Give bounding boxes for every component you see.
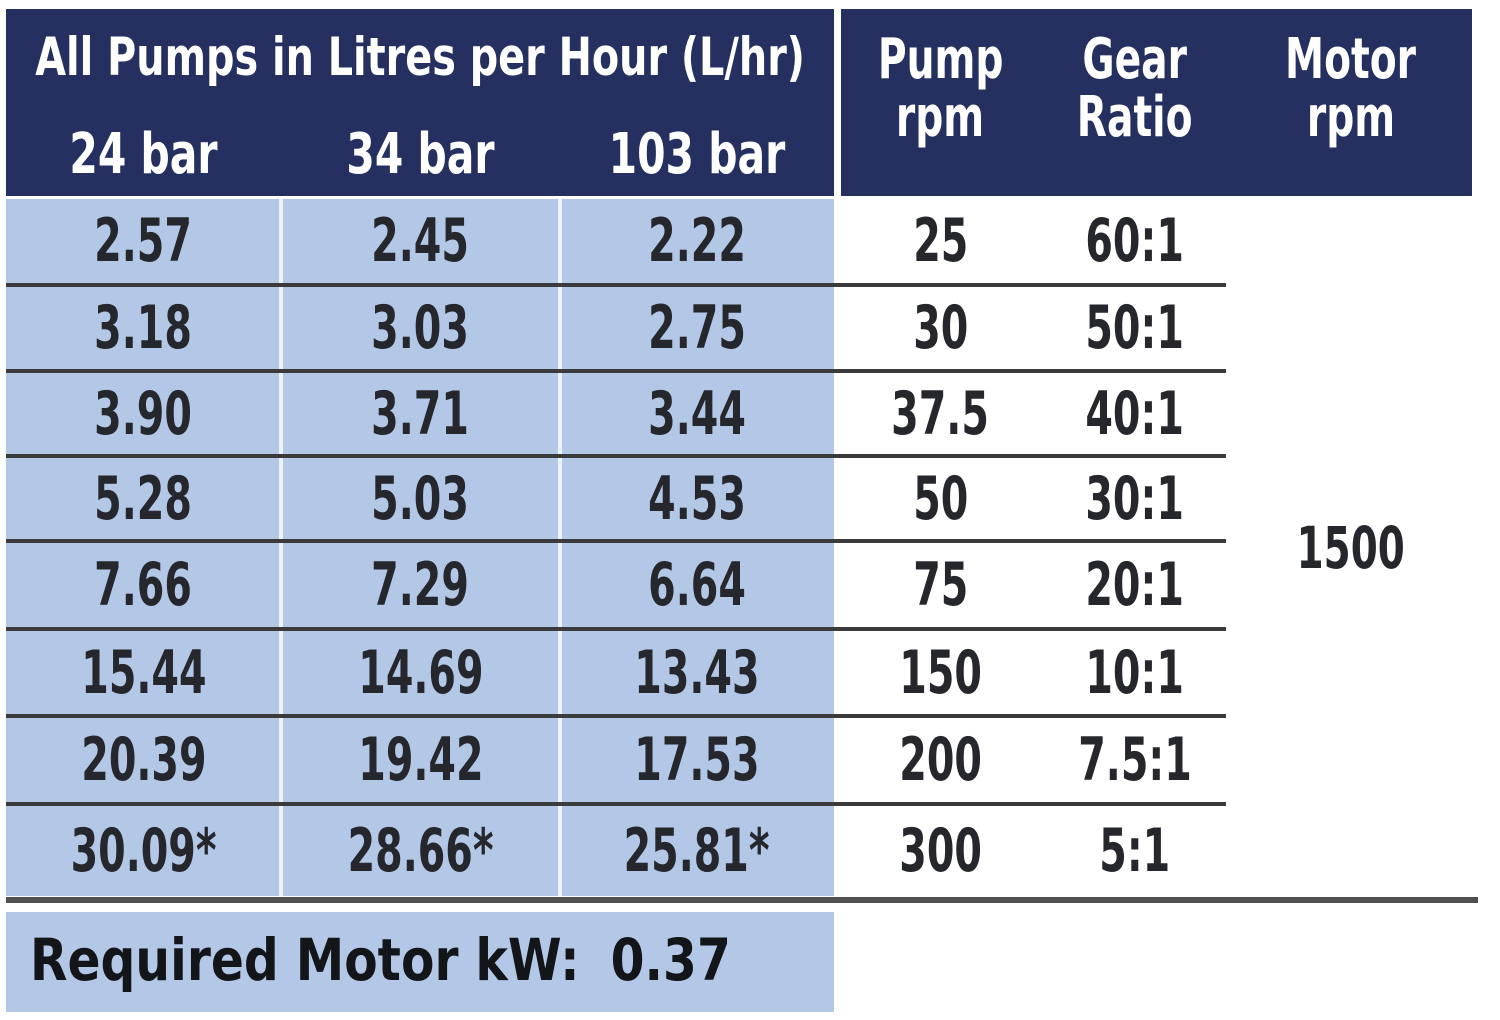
cell-flow-34bar: 28.66* xyxy=(347,816,494,886)
flow-header-title: All Pumps in Litres per Hour (L/hr) xyxy=(6,16,834,99)
cell-flow-24bar: 15.44 xyxy=(80,637,207,708)
cell-flow-103bar: 2.75 xyxy=(648,293,746,363)
cell-gear-ratio: 30:1 xyxy=(1085,463,1185,534)
cell-motor-rpm-merged: 1500 xyxy=(1296,513,1406,582)
column-header-gear-ratio-line2: Ratio xyxy=(1077,85,1193,150)
cell-flow-24bar: 3.90 xyxy=(94,378,193,449)
column-header-34bar: 34 bar xyxy=(346,121,495,187)
cell-flow-103bar: 3.44 xyxy=(648,378,746,449)
row-separator xyxy=(6,627,1226,631)
cell-flow-24bar: 5.28 xyxy=(94,463,193,534)
row-separator xyxy=(6,802,1226,806)
column-header-gear-ratio-line1: Gear xyxy=(1082,26,1188,92)
cell-flow-24bar: 7.66 xyxy=(94,550,193,620)
cell-flow-34bar: 19.42 xyxy=(357,725,484,795)
table-row-2: 3.18 3.03 2.75 30 50:1 xyxy=(0,287,1500,369)
cell-flow-34bar: 3.71 xyxy=(371,378,470,449)
cell-gear-ratio: 5:1 xyxy=(1099,816,1171,886)
table-row-4: 5.28 5.03 4.53 50 30:1 xyxy=(0,458,1500,539)
cell-flow-103bar: 17.53 xyxy=(634,725,760,795)
row-separator xyxy=(6,454,1226,458)
cell-flow-24bar: 3.18 xyxy=(94,293,193,363)
cell-flow-24bar: 2.57 xyxy=(94,206,193,276)
flow-body-background xyxy=(6,199,834,896)
required-motor-kw-label: Required Motor kW: xyxy=(30,925,580,994)
table-row-6: 15.44 14.69 13.43 150 10:1 xyxy=(0,631,1500,714)
required-motor-kw-text: Required Motor kW: 0.37 xyxy=(30,926,731,994)
cell-flow-24bar: 20.39 xyxy=(80,725,207,795)
cell-flow-34bar: 7.29 xyxy=(371,550,470,620)
table-row-7: 20.39 19.42 17.53 200 7.5:1 xyxy=(0,718,1500,802)
row-separator xyxy=(6,283,1226,287)
cell-flow-103bar: 13.43 xyxy=(634,637,760,708)
cell-gear-ratio: 50:1 xyxy=(1085,293,1185,363)
cell-flow-103bar: 4.53 xyxy=(648,463,746,534)
cell-gear-ratio: 40:1 xyxy=(1085,378,1185,449)
required-motor-kw-bar: Required Motor kW: 0.37 xyxy=(6,912,834,1012)
column-header-pump-rpm-line1: Pump xyxy=(877,26,1004,92)
cell-flow-103bar: 25.81* xyxy=(624,816,770,886)
cell-pump-rpm: 75 xyxy=(912,550,969,620)
cell-flow-103bar: 2.22 xyxy=(648,206,746,276)
column-header-motor-rpm-line1: Motor xyxy=(1285,26,1417,92)
cell-pump-rpm: 37.5 xyxy=(891,378,990,449)
cell-flow-34bar: 14.69 xyxy=(357,637,484,708)
flow-header-title-text: All Pumps in Litres per Hour (L/hr) xyxy=(35,27,805,88)
table-row-5: 7.66 7.29 6.64 75 20:1 xyxy=(0,543,1500,627)
cell-pump-rpm: 25 xyxy=(912,206,969,276)
column-separator-1 xyxy=(279,199,283,896)
table-bottom-rule xyxy=(6,897,1478,903)
column-header-pump-rpm-line2: rpm xyxy=(896,85,985,150)
cell-pump-rpm: 30 xyxy=(912,293,969,363)
cell-pump-rpm: 300 xyxy=(899,816,982,886)
cell-gear-ratio: 20:1 xyxy=(1085,550,1185,620)
column-header-103bar: 103 bar xyxy=(608,121,786,187)
table-row-1: 2.57 2.45 2.22 25 60:1 xyxy=(0,199,1500,283)
cell-flow-34bar: 2.45 xyxy=(371,206,470,276)
table-row-8: 30.09* 28.66* 25.81* 300 5:1 xyxy=(0,806,1500,896)
cell-gear-ratio: 10:1 xyxy=(1085,637,1185,708)
cell-gear-ratio: 60:1 xyxy=(1085,206,1185,276)
column-header-motor-rpm-line2: rpm xyxy=(1306,85,1396,150)
cell-flow-103bar: 6.64 xyxy=(648,550,746,620)
column-header-24bar: 24 bar xyxy=(69,121,218,187)
cell-flow-34bar: 5.03 xyxy=(371,463,470,534)
flow-header-block xyxy=(6,9,834,196)
cell-flow-34bar: 3.03 xyxy=(371,293,470,363)
table-row-3: 3.90 3.71 3.44 37.5 40:1 xyxy=(0,373,1500,454)
cell-pump-rpm: 150 xyxy=(899,637,982,708)
row-separator xyxy=(6,714,1226,718)
required-motor-kw-value: 0.37 xyxy=(610,925,731,994)
column-separator-2 xyxy=(558,199,562,896)
row-separator xyxy=(6,369,1226,373)
cell-gear-ratio: 7.5:1 xyxy=(1078,725,1192,795)
cell-pump-rpm: 200 xyxy=(899,725,982,795)
speed-header-block xyxy=(841,9,1472,196)
row-separator xyxy=(6,539,1226,543)
cell-flow-24bar: 30.09* xyxy=(70,816,217,886)
cell-pump-rpm: 50 xyxy=(912,463,969,534)
